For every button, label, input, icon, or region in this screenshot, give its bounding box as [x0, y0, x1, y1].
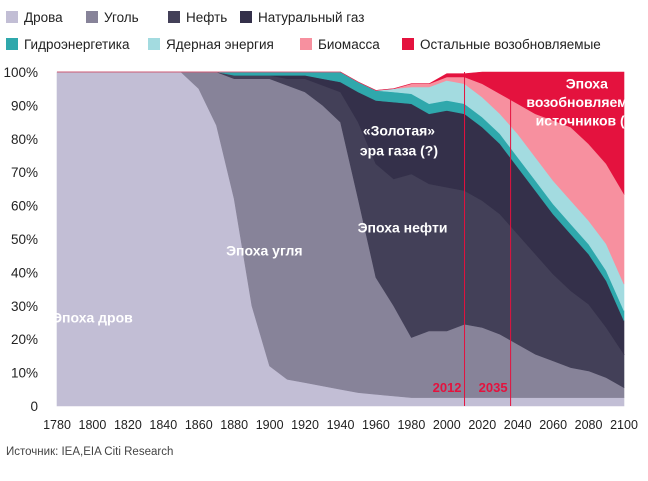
y-tick-label-2: 20%: [11, 332, 38, 347]
x-tick-label-13: 2040: [504, 418, 532, 432]
x-tick-label-11: 2000: [433, 418, 461, 432]
annotation-0: Эпоха дров: [52, 310, 133, 326]
legend-swatch-1: [86, 11, 98, 23]
x-tick-label-9: 1960: [362, 418, 390, 432]
y-tick-label-8: 80%: [11, 132, 38, 147]
legend-label-2: Нефть: [186, 10, 227, 25]
legend-swatch-7: [402, 38, 414, 50]
annotation-7: источников (?): [536, 112, 638, 128]
legend-swatch-4: [6, 38, 18, 50]
legend: Дрова Уголь Нефть Натуральный газ Гидроэнерг…: [6, 10, 601, 52]
annotations: Эпоха дров Эпоха угля Эпоха нефти «Золотая»…: [52, 76, 647, 326]
annotation-5: Эпоха: [566, 76, 608, 92]
x-tick-label-7: 1920: [291, 418, 319, 432]
y-tick-label-9: 90%: [11, 98, 38, 113]
reference-label-0: 2012: [433, 380, 462, 395]
y-tick-label-1: 10%: [11, 366, 38, 381]
x-tick-label-3: 1840: [149, 418, 177, 432]
x-tick-label-1: 1800: [79, 418, 107, 432]
y-tick-label-5: 50%: [11, 232, 38, 247]
annotation-3: «Золотая»: [363, 122, 435, 138]
y-tick-label-6: 60%: [11, 199, 38, 214]
x-tick-label-14: 2060: [539, 418, 567, 432]
y-tick-label-7: 70%: [11, 165, 38, 180]
legend-label-3: Натуральный газ: [258, 10, 364, 25]
y-tick-label-10: 100%: [3, 65, 38, 80]
legend-label-4: Гидроэнергетика: [24, 37, 130, 52]
legend-label-1: Уголь: [104, 10, 139, 25]
x-tick-label-12: 2020: [468, 418, 496, 432]
legend-swatch-5: [148, 38, 160, 50]
x-tick-label-4: 1860: [185, 418, 213, 432]
reference-label-1: 2035: [479, 380, 508, 395]
source-note: Источник: IEA,EIA Citi Research: [6, 446, 173, 458]
legend-swatch-3: [240, 11, 252, 23]
stacked-areas: [56, 71, 625, 407]
x-tick-label-2: 1820: [114, 418, 142, 432]
x-tick-label-0: 1780: [43, 418, 71, 432]
annotation-2: Эпоха нефти: [358, 219, 448, 235]
x-tick-label-16: 2100: [610, 418, 638, 432]
x-tick-label-10: 1980: [397, 418, 425, 432]
annotation-4: эра газа (?): [360, 143, 438, 159]
legend-swatch-6: [300, 38, 312, 50]
legend-swatch-0: [6, 11, 18, 23]
y-tick-label-4: 40%: [11, 265, 38, 280]
x-tick-label-6: 1900: [256, 418, 284, 432]
legend-label-5: Ядерная энергия: [166, 37, 274, 52]
x-tick-label-8: 1940: [327, 418, 355, 432]
legend-label-0: Дрова: [24, 10, 63, 25]
x-axis: 1780 1800 1820 1840 1860 1880 1900 1920 1940 1960…: [43, 418, 638, 432]
x-tick-label-5: 1880: [220, 418, 248, 432]
legend-label-6: Биомасса: [318, 37, 380, 52]
y-tick-label-3: 30%: [11, 299, 38, 314]
annotation-6: возобновляемых: [526, 94, 647, 110]
legend-label-7: Остальные возобновляемые: [420, 37, 601, 52]
reference-lines: 2012 2035: [433, 72, 512, 406]
area-series-7: [57, 71, 625, 196]
x-tick-label-15: 2080: [575, 418, 603, 432]
annotation-1: Эпоха угля: [226, 243, 302, 259]
y-axis: 0 10% 20% 30% 40% 50% 60% 70% 80% 90% 100%: [3, 65, 38, 414]
y-tick-label-0: 0: [30, 399, 38, 414]
legend-swatch-2: [168, 11, 180, 23]
